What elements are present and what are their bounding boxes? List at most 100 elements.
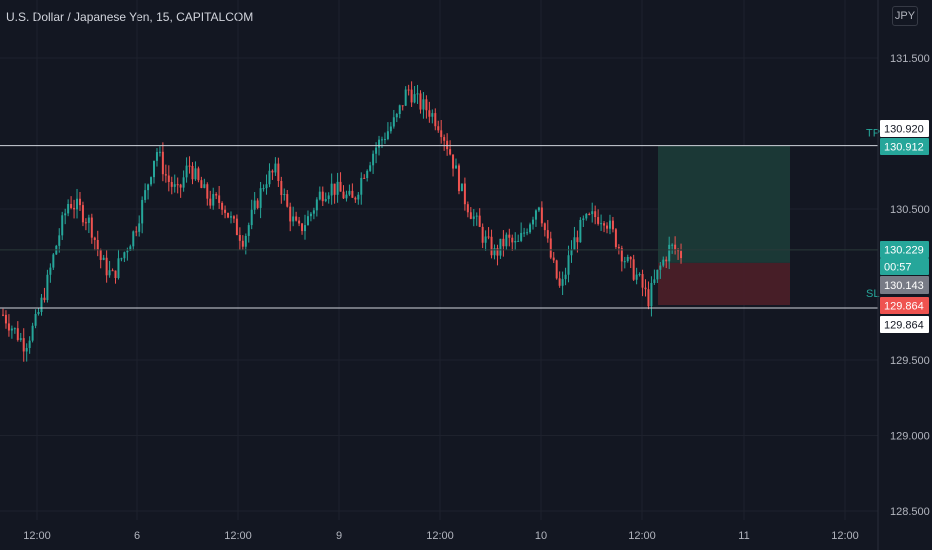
candle-body	[496, 248, 499, 256]
candle-body	[46, 274, 49, 301]
tp-line-tag: 130.920	[884, 124, 924, 136]
candle-body	[173, 184, 176, 187]
candle-body	[212, 194, 215, 206]
candle-body	[523, 232, 526, 234]
loss-zone	[658, 262, 790, 306]
candle-body	[235, 218, 238, 235]
candle-body	[179, 184, 182, 188]
candle-body	[537, 207, 540, 211]
candle-body	[366, 170, 369, 178]
candle-body	[229, 216, 232, 218]
candle-body	[526, 232, 529, 234]
candle-body	[614, 229, 617, 248]
candle-body	[354, 197, 357, 200]
candle-body	[446, 140, 449, 150]
candle-body	[73, 207, 76, 210]
candle-body	[487, 236, 490, 238]
candle-body	[606, 225, 609, 229]
candle-body	[383, 139, 386, 141]
candle-body	[499, 238, 502, 256]
candle-body	[182, 177, 185, 188]
candle-body	[277, 163, 280, 181]
candle-body	[81, 205, 84, 223]
candle-body	[617, 247, 620, 249]
candle-body	[280, 180, 283, 196]
currency-button[interactable]: JPY	[892, 6, 918, 26]
candle-body	[13, 328, 16, 330]
candle-body	[360, 177, 363, 195]
candle-body	[194, 168, 197, 180]
candle-body	[386, 131, 389, 140]
candle-body	[632, 259, 635, 280]
y-tick-label: 130.500	[890, 204, 930, 216]
candle-body	[176, 184, 179, 186]
candle-body	[398, 105, 401, 115]
x-tick-label: 12:00	[426, 530, 454, 542]
candle-body	[153, 160, 156, 178]
candle-body	[472, 216, 475, 219]
candle-body	[135, 231, 138, 233]
candle-body	[540, 207, 543, 224]
candle-body	[114, 270, 117, 278]
candle-body	[443, 137, 446, 141]
candle-body	[674, 244, 677, 251]
candle-body	[298, 220, 301, 224]
candle-body	[295, 216, 298, 221]
sl-line-tag-bg	[880, 316, 929, 333]
candle-body	[271, 170, 274, 173]
candle-body	[209, 198, 212, 206]
candle-body	[561, 279, 564, 286]
candle-body	[262, 188, 265, 190]
candle-body	[511, 237, 514, 243]
candle-body	[573, 237, 576, 250]
candle-body	[304, 225, 307, 232]
x-tick-label: 12:00	[23, 530, 51, 542]
tp-line-tag-bg	[880, 120, 929, 137]
candle-body	[58, 235, 61, 246]
candle-body	[434, 113, 437, 127]
candle-body	[677, 250, 680, 252]
candle-body	[327, 195, 330, 200]
candle-body	[363, 177, 366, 179]
candle-body	[28, 340, 31, 349]
candle-body	[16, 328, 19, 340]
candle-body	[576, 237, 579, 243]
candle-body	[87, 217, 90, 223]
candle-body	[395, 114, 398, 118]
candle-body	[517, 240, 520, 242]
candle-body	[650, 282, 653, 307]
candle-body	[129, 246, 132, 251]
sl-line-tag: 129.864	[884, 320, 924, 332]
candle-body	[594, 211, 597, 218]
sl-label: SL	[866, 288, 879, 300]
candle-body	[457, 165, 460, 192]
candle-body	[351, 190, 354, 198]
candle-body	[111, 270, 114, 272]
candle-body	[301, 223, 304, 232]
candle-body	[546, 230, 549, 239]
candle-body	[416, 93, 419, 95]
candle-body	[345, 194, 348, 199]
candle-body	[259, 188, 262, 208]
candle-body	[170, 181, 173, 187]
candle-body	[475, 215, 478, 217]
candle-body	[463, 183, 466, 205]
candle-body	[585, 213, 588, 219]
candle-body	[22, 338, 25, 352]
candle-body	[582, 218, 585, 220]
candle-body	[253, 200, 256, 210]
candle-body	[120, 258, 123, 260]
candle-body	[102, 257, 105, 260]
candle-body	[389, 126, 392, 132]
candle-body	[292, 216, 295, 222]
x-tick-label: 9	[336, 530, 342, 542]
candle-body	[64, 213, 67, 216]
candle-body	[150, 177, 153, 185]
candle-body	[626, 256, 629, 262]
candle-body	[529, 224, 532, 233]
candle-body	[410, 89, 413, 103]
candle-body	[413, 94, 416, 103]
candle-body	[238, 234, 241, 241]
position-zones	[658, 145, 790, 306]
